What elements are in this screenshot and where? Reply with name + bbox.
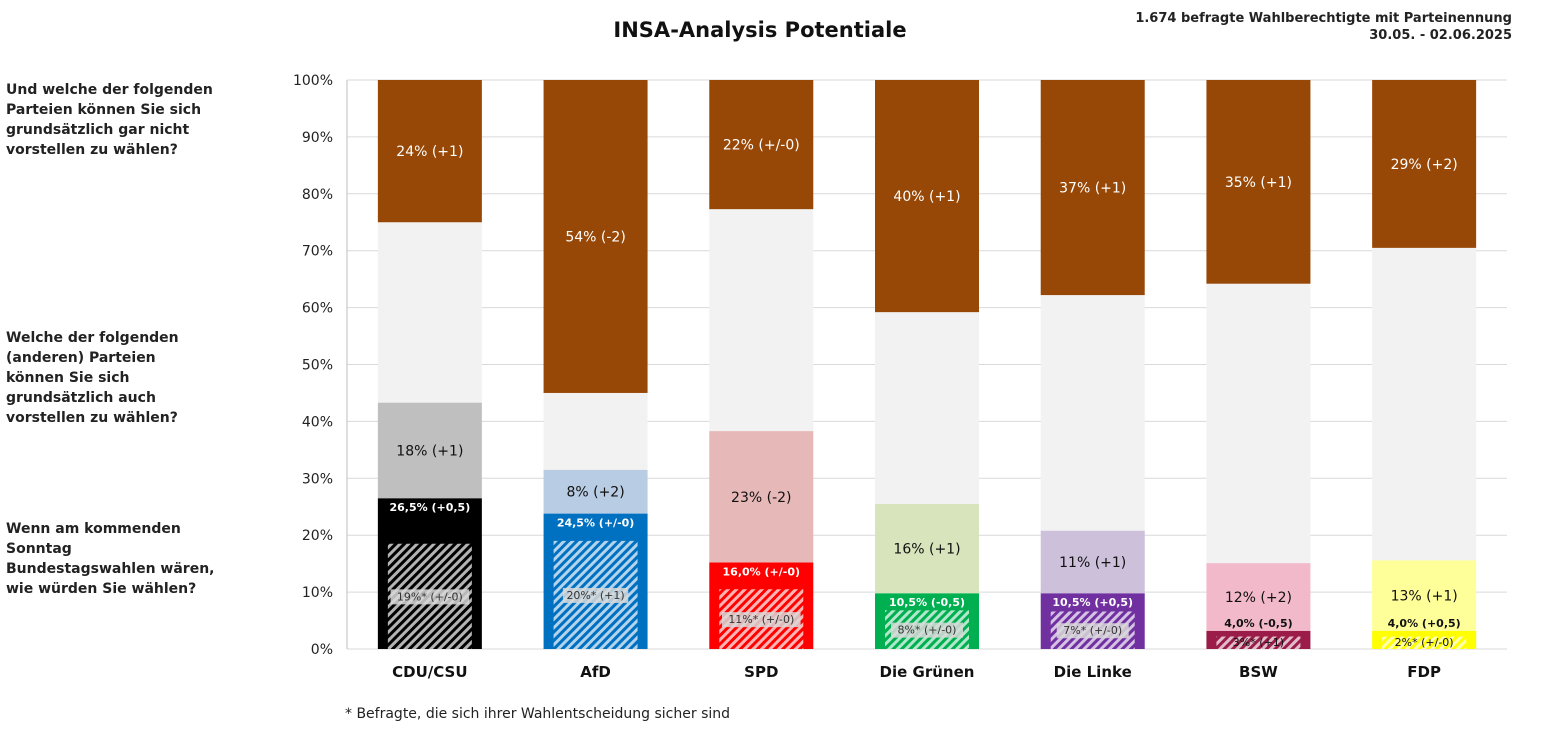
label-potential: 13% (+1) (1391, 589, 1458, 605)
party-bar-3: 40% (+1) 16% (+1) 10,5% (-0,5) 8%* (+/-0) (875, 80, 979, 649)
label-never: 40% (+1) (893, 189, 960, 205)
label-potential: 11% (+1) (1059, 555, 1126, 571)
segment-potential (543, 469, 648, 514)
label-sure-box (1056, 623, 1129, 639)
segment-never (875, 80, 979, 313)
label-potential: 16% (+1) (893, 542, 960, 558)
segment-undecided (377, 222, 482, 403)
y-tick-label: 60% (302, 301, 333, 317)
label-vote: 4,0% (-0,5) (1224, 617, 1292, 630)
label-never: 54% (-2) (565, 229, 625, 245)
label-never: 35% (+1) (1225, 175, 1292, 191)
y-tick-label: 50% (302, 358, 333, 374)
segment-potential (1040, 530, 1145, 594)
y-tick-label: 40% (302, 414, 333, 430)
y-tick-label: 70% (302, 244, 333, 260)
label-never: 37% (+1) (1059, 181, 1126, 197)
y-tick-label: 100% (293, 73, 333, 89)
label-vote: 10,5% (-0,5) (889, 596, 965, 609)
label-potential: 23% (-2) (731, 490, 791, 506)
segment-never (709, 80, 814, 210)
party-bar-5: 35% (+1) 12% (+2) 4,0% (-0,5) 3%* (+1) (1206, 80, 1311, 649)
label-sure: 8%* (+/-0) (898, 624, 957, 637)
label-sure-box (721, 612, 801, 628)
x-category-label: CDU/CSU (392, 663, 467, 681)
segment-never (543, 80, 648, 393)
x-category-label: AfD (580, 663, 611, 681)
survey-sample: 1.674 befragte Wahlberechtigte mit Parte… (1135, 11, 1512, 26)
label-sure-box (390, 589, 470, 605)
segment-sure (1382, 636, 1467, 649)
label-vote: 24,5% (+/-0) (557, 517, 635, 530)
label-sure: 2%* (+/-0) (1395, 636, 1454, 649)
segment-undecided (875, 312, 979, 504)
segment-potential (1206, 563, 1311, 631)
y-tick-label: 80% (302, 187, 333, 203)
label-potential: 8% (+2) (566, 485, 624, 501)
party-bar-6: 29% (+2) 13% (+1) 4,0% (+0,5) 2%* (+/-0) (1372, 80, 1477, 649)
segment-potential (875, 503, 979, 594)
segment-never (1372, 80, 1477, 248)
segment-never (1206, 80, 1311, 284)
segment-potential (709, 431, 814, 563)
label-never: 22% (+/-0) (723, 138, 800, 154)
label-vote: 26,5% (+0,5) (389, 501, 470, 514)
party-bar-1: 54% (-2) 8% (+2) 24,5% (+/-0) 20%* (+1) (543, 80, 648, 649)
label-sure: 7%* (+/-0) (1063, 624, 1122, 637)
y-tick-label: 10% (302, 585, 333, 601)
party-bar-0: 24% (+1) 18% (+1) 26,5% (+0,5) 19%* (+/-0) (377, 80, 482, 649)
label-sure: 11%* (+/-0) (728, 613, 794, 626)
footnote: * Befragte, die sich ihrer Wahlentscheid… (345, 706, 731, 722)
label-potential: 12% (+2) (1225, 590, 1292, 606)
segment-potential (1372, 560, 1477, 631)
segment-never (1040, 80, 1145, 296)
segment-undecided (1372, 247, 1477, 561)
segment-potential (377, 402, 482, 499)
survey-info: 1.674 befragte Wahlberechtigte mit Parte… (1135, 10, 1512, 44)
question-never: Und welche der folgenden Parteien können… (6, 82, 213, 158)
label-sure-box (891, 622, 963, 638)
question-potential: Welche der folgenden (anderen) Parteien … (6, 330, 179, 426)
y-tick-label: 0% (311, 642, 333, 658)
segment-undecided (709, 209, 814, 432)
label-sure: 20%* (+1) (566, 589, 624, 602)
label-vote: 10,5% (+0,5) (1052, 596, 1133, 609)
y-tick-label: 30% (302, 471, 333, 487)
x-category-label: SPD (744, 663, 778, 681)
question-vote: Wenn am kommenden Sonntag Bundestagswahl… (6, 521, 215, 597)
label-vote: 4,0% (+0,5) (1388, 617, 1461, 630)
label-sure: 19%* (+/-0) (397, 590, 463, 603)
label-never: 24% (+1) (396, 144, 463, 160)
party-bar-4: 37% (+1) 11% (+1) 10,5% (+0,5) 7%* (+/-0) (1040, 80, 1145, 649)
x-category-label: Die Linke (1054, 663, 1132, 681)
x-category-label: FDP (1407, 663, 1441, 681)
label-sure: 3%* (+1) (1233, 636, 1284, 649)
segment-never (377, 80, 482, 223)
segment-undecided (543, 392, 648, 470)
x-category-label: Die Grünen (880, 663, 975, 681)
segment-sure (1216, 636, 1301, 649)
y-tick-label: 20% (302, 528, 333, 544)
x-category-label: BSW (1239, 663, 1278, 681)
label-potential: 18% (+1) (396, 443, 463, 459)
chart-title: INSA-Analysis Potentiale (613, 18, 907, 42)
y-tick-label: 90% (302, 130, 333, 146)
party-bar-2: 22% (+/-0) 23% (-2) 16,0% (+/-0) 11%* (+/-0… (709, 80, 814, 649)
segment-undecided (1040, 295, 1145, 531)
label-sure-box (562, 587, 629, 603)
label-never: 29% (+2) (1391, 157, 1458, 173)
segment-undecided (1206, 283, 1311, 564)
label-vote: 16,0% (+/-0) (723, 566, 801, 579)
survey-dates: 30.05. - 02.06.2025 (1369, 28, 1512, 43)
